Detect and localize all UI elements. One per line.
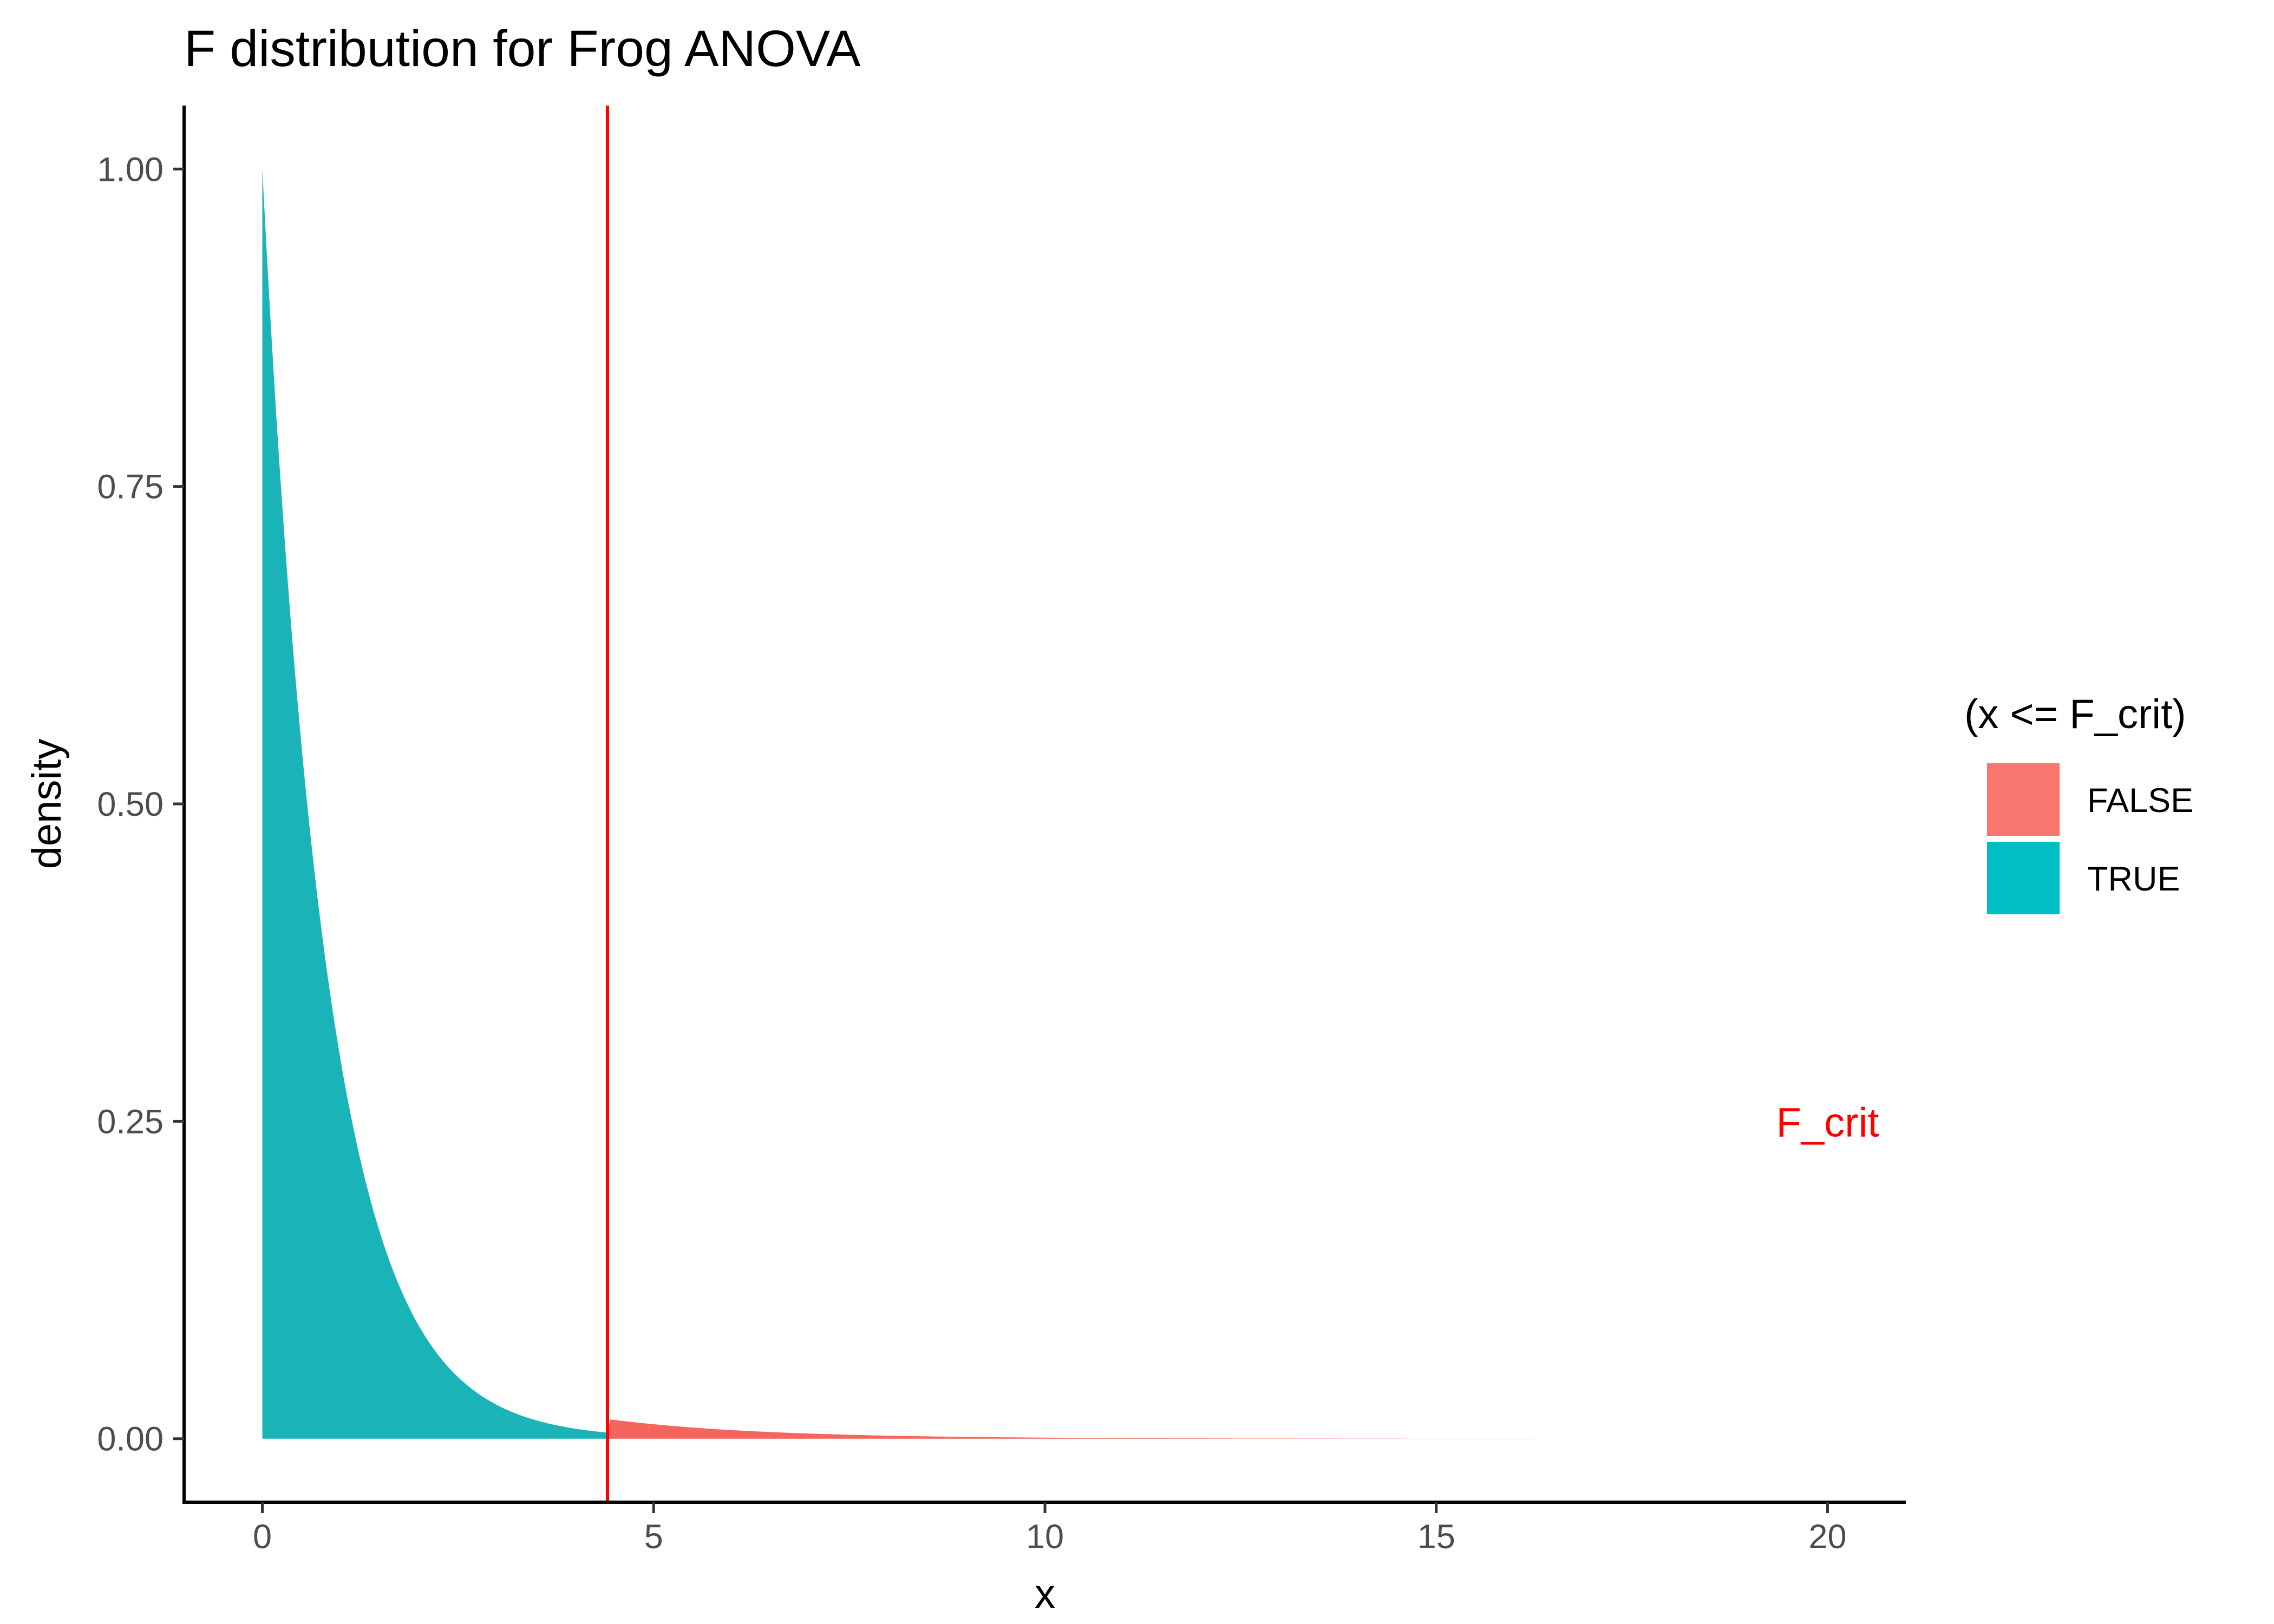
x-tick-label: 15 bbox=[1417, 1518, 1455, 1556]
y-tick-label: 1.00 bbox=[97, 150, 164, 188]
legend-label-false: FALSE bbox=[2087, 782, 2193, 820]
legend-label-true: TRUE bbox=[2087, 860, 2180, 898]
y-tick-label: 0.25 bbox=[97, 1103, 164, 1141]
y-tick-label: 0.50 bbox=[97, 785, 164, 823]
legend-title: (x <= F_crit) bbox=[1964, 691, 2186, 737]
x-tick-label: 5 bbox=[644, 1518, 663, 1556]
tick-group: 0 5 10 15 20 0.00 0.25 0.50 0.75 1.00 bbox=[97, 150, 1846, 1556]
chart-title: F distribution for Frog ANOVA bbox=[184, 20, 861, 77]
density-area-true bbox=[262, 169, 607, 1439]
y-tick-label: 0.00 bbox=[97, 1420, 164, 1458]
y-axis-title: density bbox=[24, 739, 70, 869]
x-tick-label: 10 bbox=[1026, 1518, 1064, 1556]
axes-group bbox=[182, 106, 1906, 1504]
density-fill-group bbox=[262, 169, 1828, 1439]
density-area-false bbox=[607, 1419, 1828, 1439]
x-tick-label: 0 bbox=[253, 1518, 272, 1556]
f-crit-annotation: F_crit bbox=[1776, 1099, 1879, 1145]
legend-key-false bbox=[1987, 763, 2060, 836]
legend-key-true bbox=[1987, 842, 2060, 914]
y-tick-label: 0.75 bbox=[97, 468, 164, 506]
x-tick-label: 20 bbox=[1808, 1518, 1846, 1556]
x-axis-title: x bbox=[1035, 1571, 1055, 1617]
legend: (x <= F_crit) FALSE TRUE bbox=[1964, 691, 2193, 914]
